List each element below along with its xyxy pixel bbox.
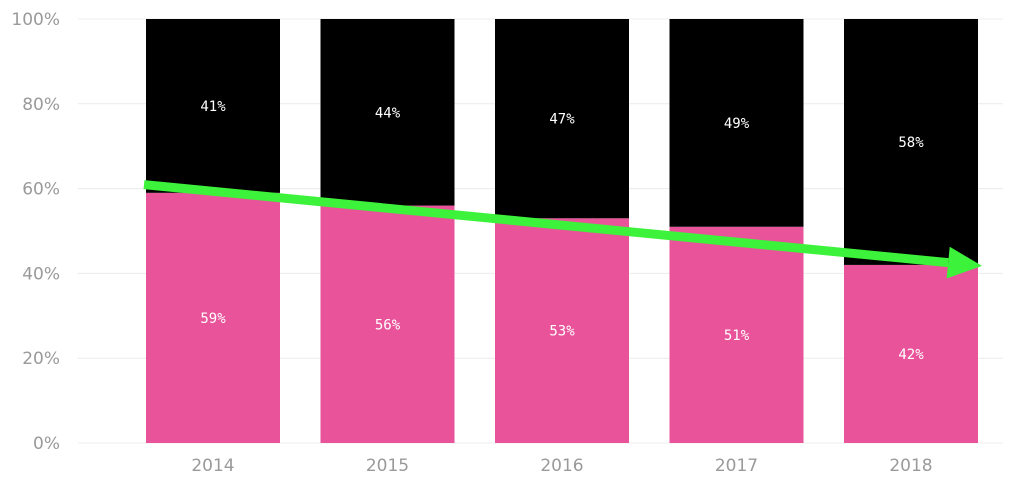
x-axis: 2014 2015 2016 2017 2018: [191, 456, 932, 476]
bar-segment: [844, 264, 978, 443]
y-tick-label: 100%: [11, 10, 60, 30]
bar-value-label: 41%: [200, 99, 226, 115]
bar-value-label: 59%: [200, 311, 226, 327]
bar-segment: [146, 192, 280, 443]
bar-segment: [146, 19, 280, 193]
bar-segment: [495, 218, 629, 443]
y-tick-label: 0%: [33, 434, 60, 454]
bar-value-label: 53%: [549, 324, 575, 340]
bar-value-label: 58%: [898, 135, 924, 151]
bar-segment: [320, 19, 455, 206]
bar-segment: [669, 226, 804, 443]
bar-segment: [844, 19, 978, 265]
bar-segment: [320, 205, 455, 443]
bar-value-label: 49%: [724, 116, 750, 132]
bar-value-label: 47%: [549, 112, 575, 128]
bar-segment: [669, 19, 804, 227]
bar-value-label: 44%: [375, 105, 401, 121]
y-tick-label: 40%: [22, 264, 60, 284]
x-tick-label: 2018: [889, 456, 932, 476]
trend-arrow: [143, 180, 982, 279]
arrow-head: [946, 246, 982, 279]
bar-value-label: 42%: [898, 347, 924, 363]
y-tick-label: 20%: [22, 349, 60, 369]
y-tick-label: 60%: [22, 180, 60, 200]
x-tick-label: 2016: [540, 456, 583, 476]
bar-segment: [495, 19, 629, 219]
x-tick-label: 2017: [715, 456, 758, 476]
y-axis: 0% 20% 40% 60% 80% 100%: [11, 10, 60, 454]
y-tick-label: 80%: [22, 95, 60, 115]
x-tick-label: 2015: [366, 456, 409, 476]
x-tick-label: 2014: [191, 456, 234, 476]
bar-value-label: 51%: [724, 328, 750, 344]
arrow-shaft: [143, 180, 949, 268]
bar-value-label: 56%: [375, 317, 401, 333]
data-labels: 59% 41% 56% 44% 53% 47% 51% 49% 42% 58%: [200, 99, 924, 363]
bars: [146, 19, 978, 443]
